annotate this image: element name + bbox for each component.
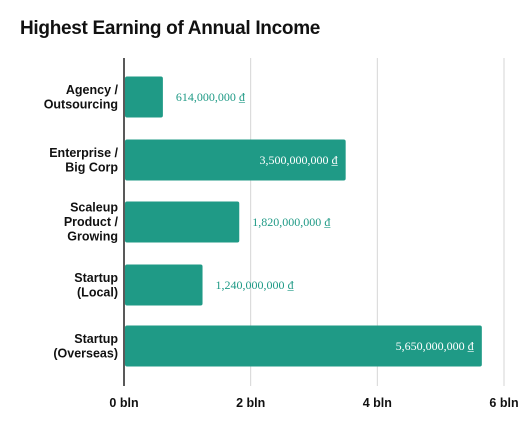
bar — [125, 201, 240, 243]
category-label: Scaleup Product / Growing — [64, 201, 119, 244]
x-tick-label: 2 bln — [236, 396, 265, 410]
category-label: Startup (Overseas) — [53, 332, 118, 361]
x-tick-label: 4 bln — [363, 396, 392, 410]
value-label: 1,240,000,000 ₫ — [216, 278, 295, 292]
bar — [125, 76, 163, 118]
bar — [125, 325, 482, 367]
bar — [125, 264, 203, 306]
category-label: Startup (Local) — [74, 271, 118, 300]
category-label: Enterprise / Big Corp — [49, 146, 118, 175]
bars — [125, 76, 482, 367]
value-label: 1,820,000,000 ₫ — [252, 215, 331, 229]
bar — [125, 139, 346, 181]
category-label: Agency / Outsourcing — [44, 83, 119, 112]
value-label: 614,000,000 ₫ — [176, 90, 246, 104]
x-tick-labels: 0 bln 2 bln 4 bln 6 bln — [109, 396, 518, 410]
value-labels: 614,000,000 ₫ 3,500,000,000 ₫ 1,820,000,00… — [176, 90, 475, 353]
value-label: 3,500,000,000 ₫ — [260, 153, 339, 167]
x-tick-label: 6 bln — [489, 396, 518, 410]
category-labels: Agency / Outsourcing Enterprise / Big Corp S… — [44, 83, 119, 361]
chart-title: Highest Earning of Annual Income — [20, 18, 321, 39]
x-tick-label: 0 bln — [109, 396, 138, 410]
value-label: 5,650,000,000 ₫ — [396, 339, 475, 353]
